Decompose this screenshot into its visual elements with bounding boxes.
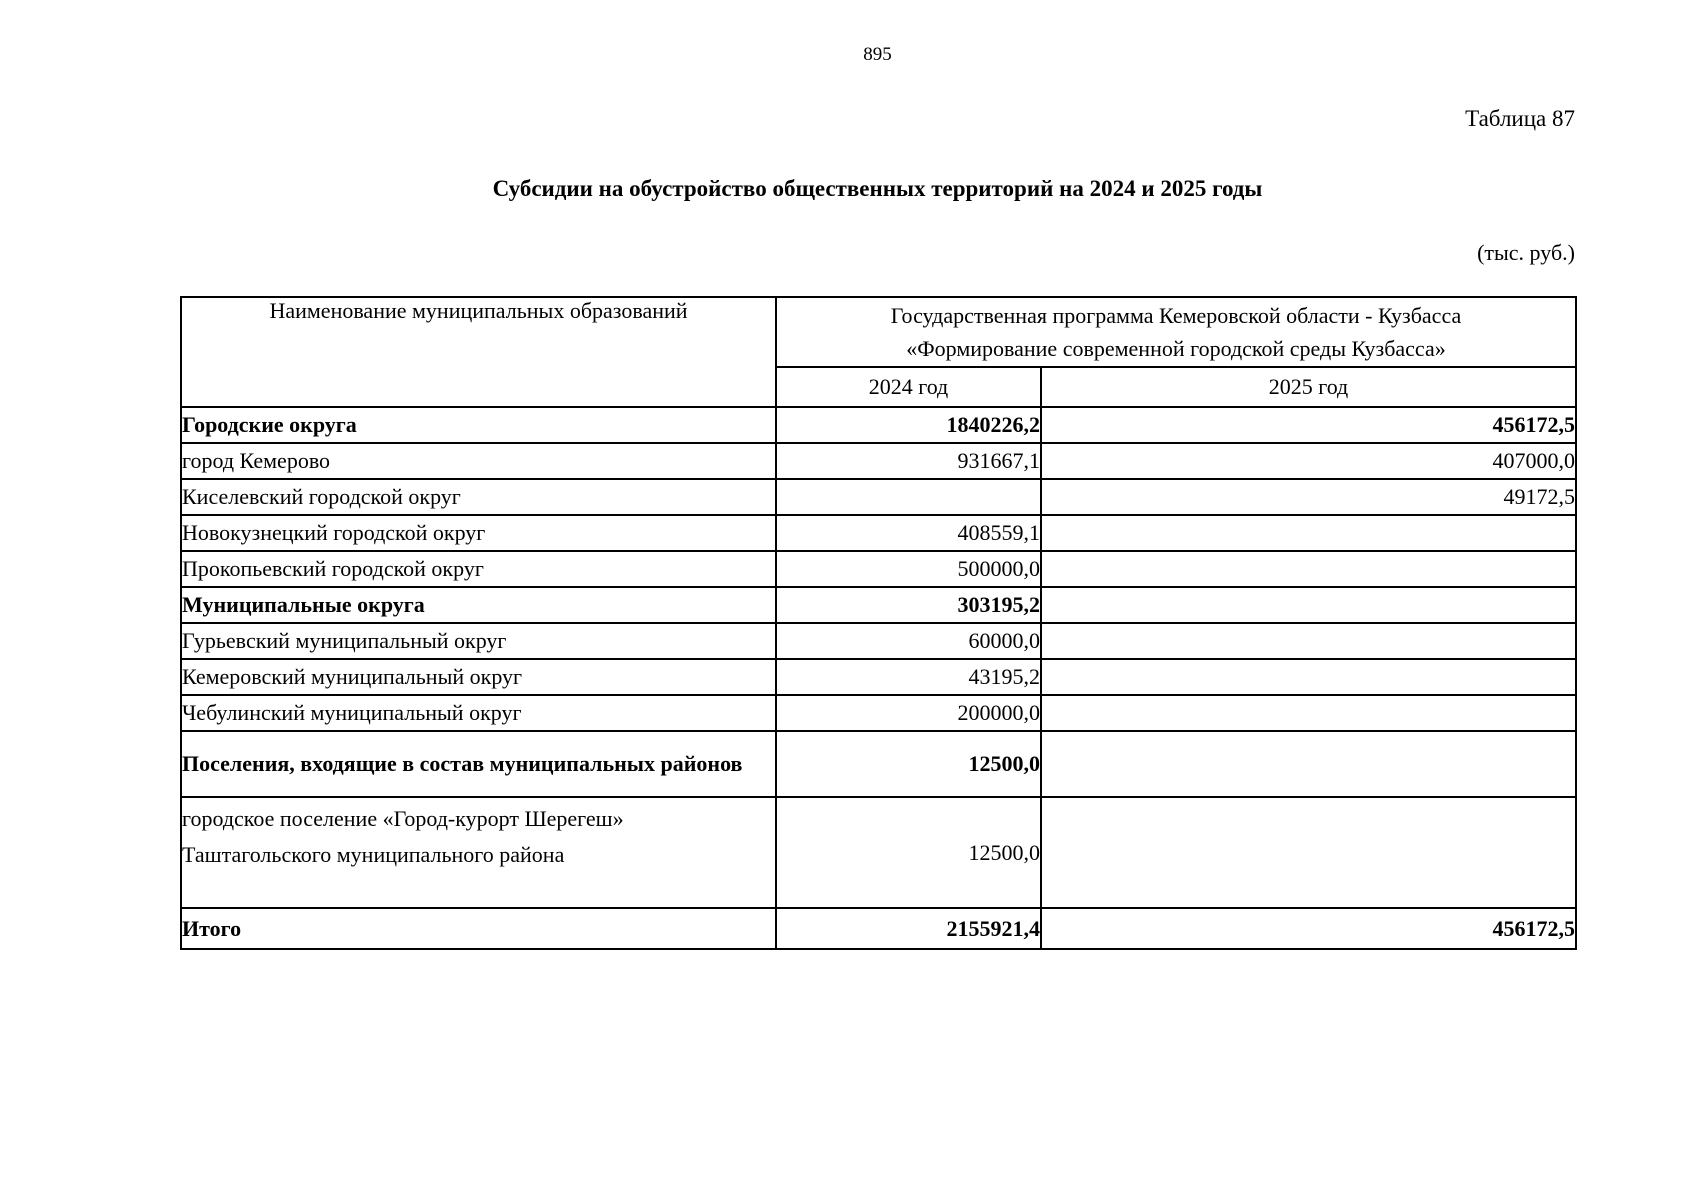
value-2025-cell [1040, 586, 1577, 624]
table-row: Городские округа 1840226,2 456172,5 [180, 406, 1577, 444]
value-2025-cell: 49172,5 [1040, 478, 1577, 516]
value-2024-cell: 500000,0 [775, 550, 1042, 588]
value-2025-cell [1040, 694, 1577, 732]
page-number: 895 [863, 44, 892, 65]
table-row: Чебулинский муниципальный округ 200000,0 [180, 694, 1577, 732]
column-header-program: Государственная программа Кемеровской об… [775, 296, 1577, 368]
table-row: Киселевский городской округ 49172,5 [180, 478, 1577, 516]
table-row: городское поселение «Город-курорт Шереге… [180, 796, 1577, 909]
municipality-name-cell: город Кемерово [180, 442, 777, 480]
value-2025-cell [1040, 622, 1577, 660]
table-caption: Таблица 87 [1465, 106, 1575, 131]
table-row: Поселения, входящие в состав муниципальн… [180, 730, 1577, 798]
total-2025-cell: 456172,5 [1040, 907, 1577, 950]
table-total-row: Итого 2155921,4 456172,5 [180, 907, 1577, 950]
program-header-line2: «Формирование современной городской сред… [906, 336, 1446, 361]
table-row: город Кемерово 931667,1 407000,0 [180, 442, 1577, 480]
table-row: Кемеровский муниципальный округ 43195,2 [180, 658, 1577, 696]
total-label-cell: Итого [180, 907, 777, 950]
value-2024-cell: 408559,1 [775, 514, 1042, 552]
subsidies-table: Наименование муниципальных образований Г… [180, 296, 1577, 950]
table-row: Прокопьевский городской округ 500000,0 [180, 550, 1577, 588]
value-2024-cell: 12500,0 [775, 730, 1042, 798]
municipality-name-cell: Гурьевский муниципальный округ [180, 622, 777, 660]
total-2024-cell: 2155921,4 [775, 907, 1042, 950]
municipality-name-cell: Поселения, входящие в состав муниципальн… [180, 730, 777, 798]
municipality-name-cell: Новокузнецкий городской округ [180, 514, 777, 552]
year-header-row: 2024 год 2025 год [181, 366, 1577, 408]
column-header-2025: 2025 год [1040, 366, 1577, 408]
value-2025-cell [1040, 730, 1577, 798]
municipality-name-cell: Чебулинский муниципальный округ [180, 694, 777, 732]
value-2024-cell: 60000,0 [775, 622, 1042, 660]
value-2025-cell [1040, 796, 1577, 909]
value-2024-cell: 1840226,2 [775, 406, 1042, 444]
value-2025-cell: 407000,0 [1040, 442, 1577, 480]
value-2024-cell: 931667,1 [775, 442, 1042, 480]
value-2025-cell [1040, 550, 1577, 588]
municipality-name-cell: Муниципальные округа [180, 586, 777, 624]
municipality-name-cell: Прокопьевский городской округ [180, 550, 777, 588]
municipality-name-cell: Кемеровский муниципальный округ [180, 658, 777, 696]
municipality-name-cell: Киселевский городской округ [180, 478, 777, 516]
program-header-line1: Государственная программа Кемеровской об… [890, 303, 1462, 328]
units-note: (тыс. руб.) [1477, 240, 1575, 265]
column-header-municipality: Наименование муниципальных образований [180, 296, 777, 408]
value-2025-cell [1040, 514, 1577, 552]
value-2024-cell [775, 478, 1042, 516]
value-2024-cell: 43195,2 [775, 658, 1042, 696]
table-row: Муниципальные округа 303195,2 [180, 586, 1577, 624]
municipality-name-cell: Городские округа [180, 406, 777, 444]
page-title: Субсидии на обустройство общественных те… [492, 176, 1263, 201]
value-2025-cell [1040, 658, 1577, 696]
value-2024-cell: 12500,0 [775, 796, 1042, 909]
value-2024-cell: 303195,2 [775, 586, 1042, 624]
column-header-2024: 2024 год [775, 366, 1042, 408]
municipality-name-cell: городское поселение «Город-курорт Шереге… [180, 796, 777, 909]
table-row: Гурьевский муниципальный округ 60000,0 [180, 622, 1577, 660]
value-2024-cell: 200000,0 [775, 694, 1042, 732]
table-header-row: Наименование муниципальных образований Г… [180, 296, 1577, 408]
table-row: Новокузнецкий городской округ 408559,1 [180, 514, 1577, 552]
value-2025-cell: 456172,5 [1040, 406, 1577, 444]
